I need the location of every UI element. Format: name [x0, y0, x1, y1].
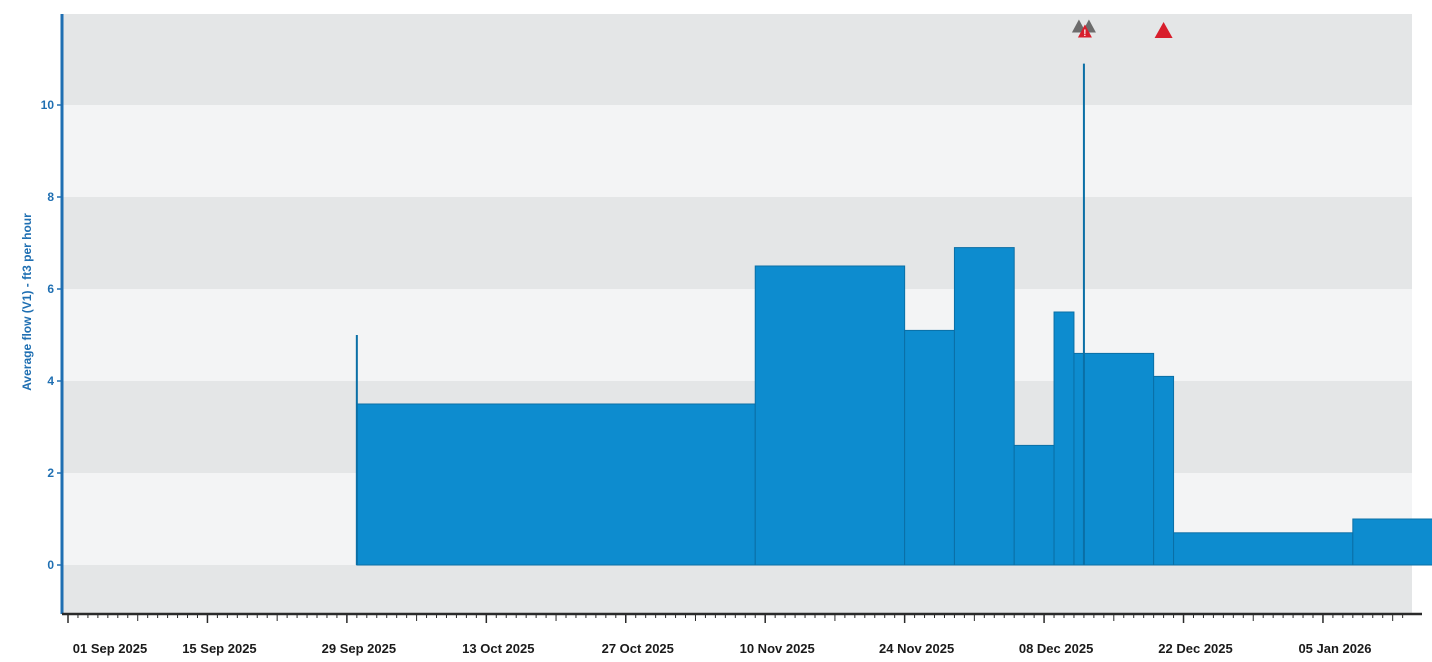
flow-step-bar	[1053, 311, 1075, 566]
y-tick-label: 2	[47, 466, 54, 480]
grid-band	[62, 565, 1412, 614]
flow-step-bar	[754, 265, 906, 566]
warning-triangle-icon	[1077, 24, 1092, 38]
x-tick-label: 29 Sep 2025	[322, 641, 396, 656]
flow-step-bar	[1153, 375, 1175, 566]
plot-area	[355, 63, 1432, 566]
y-axis-label: Average flow (V1) - ft3 per hour	[20, 213, 34, 391]
grid-band	[62, 14, 1412, 105]
flow-step-bar	[1013, 444, 1055, 566]
y-tick-label: 10	[41, 98, 55, 112]
x-tick-label: 08 Dec 2025	[1019, 641, 1093, 656]
y-tick-label: 0	[47, 558, 54, 572]
warning-triangle-icon	[1154, 22, 1173, 38]
x-tick-label: 22 Dec 2025	[1158, 641, 1232, 656]
grid-bands	[62, 14, 1412, 614]
y-tick-label: 4	[47, 374, 54, 388]
flow-step-bar	[1352, 518, 1432, 566]
x-tick-label: 01 Sep 2025	[73, 641, 147, 656]
warning-exclamation-icon: !	[1083, 28, 1086, 38]
grid-band	[62, 105, 1412, 197]
grid-band	[62, 197, 1412, 289]
flow-step-bar	[904, 329, 955, 566]
y-tick-label: 8	[47, 190, 54, 204]
flow-step-bar	[1073, 352, 1155, 566]
x-tick-label: 15 Sep 2025	[182, 641, 256, 656]
x-tick-label: 27 Oct 2025	[602, 641, 674, 656]
y-tick-label: 6	[47, 282, 54, 296]
axes: 0 2 4 6 8 10 01 Sep 2025 15 Sep 2025 29 Sep 2025…	[41, 14, 1422, 656]
event-markers: !	[1071, 19, 1173, 38]
x-tick-label: 05 Jan 2026	[1298, 641, 1371, 656]
x-tick-label: 24 Nov 2025	[879, 641, 954, 656]
x-tick-label: 10 Nov 2025	[740, 641, 815, 656]
flow-step-bar	[356, 403, 756, 566]
x-tick-label: 13 Oct 2025	[462, 641, 534, 656]
flow-step-bar	[953, 247, 1015, 566]
grid-band	[62, 289, 1412, 381]
flow-step-bar	[1173, 532, 1354, 566]
